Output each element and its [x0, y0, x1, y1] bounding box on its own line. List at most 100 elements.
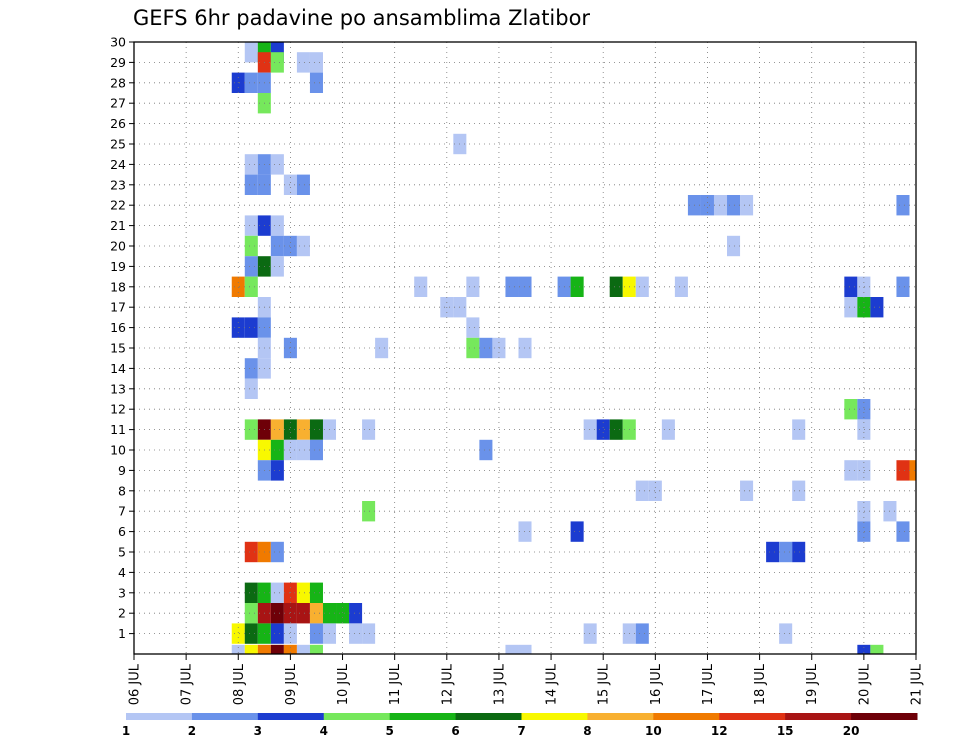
heatmap-cell	[635, 276, 649, 297]
heatmap-cell	[283, 644, 297, 654]
heatmap-cell	[466, 337, 480, 359]
x-tick-label: 17 JUL	[701, 663, 716, 705]
heatmap-cell	[857, 460, 871, 481]
y-tick-label: 12	[110, 402, 126, 417]
colorbar-label: 7	[517, 724, 525, 738]
y-tick-label: 13	[110, 381, 126, 396]
heatmap-cell	[635, 480, 649, 501]
heatmap-cell	[570, 276, 584, 297]
heatmap-cell	[700, 195, 714, 216]
colorbar-label: 15	[777, 724, 794, 738]
y-tick-label: 7	[118, 504, 126, 519]
heatmap-cell	[896, 460, 910, 481]
heatmap-cell	[244, 644, 258, 654]
heatmap-cell	[857, 521, 871, 542]
heatmap-cell	[661, 419, 675, 440]
heatmap-cell	[296, 174, 310, 195]
colorbar-label: 1	[122, 724, 130, 738]
heatmap-cell	[870, 644, 884, 654]
heatmap-cell	[857, 276, 871, 297]
heatmap-cell	[244, 154, 258, 175]
heatmap-cell	[779, 623, 793, 644]
heatmap-cell	[244, 276, 258, 297]
heatmap-cell	[244, 215, 258, 236]
y-tick-label: 1	[118, 626, 126, 641]
heatmap-cell	[244, 358, 258, 379]
heatmap-cell	[870, 297, 884, 318]
y-tick-label: 3	[118, 585, 126, 600]
colorbar-segment	[719, 713, 786, 720]
heatmap-cell	[635, 623, 649, 644]
heatmap-cell	[231, 644, 245, 654]
heatmap-cell	[857, 419, 871, 440]
heatmap-cell	[231, 623, 245, 644]
heatmap-cell	[283, 174, 297, 195]
heatmap-cell	[244, 72, 258, 93]
y-tick-label: 17	[110, 300, 126, 315]
x-tick-label: 19 JUL	[805, 663, 820, 705]
heatmap-cell	[896, 521, 910, 542]
heatmap-cell	[244, 235, 258, 257]
plot-grid	[134, 42, 916, 654]
heatmap-cell	[270, 154, 284, 175]
heatmap-cell	[244, 256, 258, 277]
heatmap-cell	[466, 317, 480, 338]
y-tick-label: 18	[110, 279, 126, 294]
heatmap-cell	[309, 52, 323, 73]
x-tick-label: 11 JUL	[388, 663, 403, 705]
heatmap-cell	[570, 521, 584, 542]
heatmap-cell	[244, 603, 258, 624]
heatmap-cell	[362, 419, 376, 440]
heatmap-cell	[505, 644, 519, 654]
y-tick-label: 14	[110, 361, 126, 376]
heatmap-cell	[270, 582, 284, 603]
heatmap-cell	[583, 419, 597, 440]
y-tick-label: 5	[118, 545, 126, 560]
heatmap-cell	[479, 337, 493, 359]
heatmap-cell	[713, 195, 728, 216]
chart-title: GEFS 6hr padavine po ansamblima Zlatibor	[133, 6, 591, 30]
heatmap-cell	[518, 644, 532, 654]
heatmap-cell	[296, 235, 310, 257]
heatmap-cell	[270, 603, 284, 624]
colorbar-label: 2	[188, 724, 196, 738]
heatmap-cell	[283, 623, 297, 644]
x-tick-label: 06 JUL	[128, 663, 143, 705]
heatmap-cell	[296, 603, 310, 624]
heatmap-cell	[792, 480, 806, 501]
colorbar: 1 2 3 4 5 6 7 8 10 12 15 20	[122, 713, 918, 738]
heatmap-cell	[270, 623, 284, 644]
y-tick-label: 23	[110, 177, 126, 192]
heatmap-cell	[857, 644, 871, 654]
y-tick-label: 24	[110, 157, 126, 172]
y-tick-label: 20	[110, 239, 126, 254]
heatmap-cell	[844, 297, 858, 318]
heatmap-cell	[466, 276, 480, 297]
colorbar-label: 3	[254, 724, 262, 738]
heatmap-cell	[727, 235, 741, 257]
y-tick-label: 29	[110, 55, 126, 70]
y-tick-label: 16	[110, 320, 126, 335]
heatmap-cell	[583, 623, 597, 644]
heatmap-cell	[244, 174, 258, 195]
colorbar-label: 5	[385, 724, 393, 738]
y-tick-label: 27	[110, 96, 126, 111]
x-tick-label: 21 JUL	[910, 663, 925, 705]
y-tick-label: 4	[118, 565, 126, 580]
heatmap-cell	[231, 276, 245, 297]
heatmap-cell	[362, 623, 376, 644]
heatmap-cell	[309, 419, 323, 440]
heatmap-cell	[283, 439, 297, 461]
colorbar-segment	[191, 713, 259, 720]
colorbar-segment	[587, 713, 654, 720]
heatmap-cell	[349, 603, 363, 624]
colorbar-segment	[389, 713, 457, 720]
heatmap-cell	[296, 644, 310, 654]
colorbar-segment	[851, 713, 918, 720]
heatmap-cell	[479, 439, 493, 461]
heatmap-cell	[296, 439, 310, 461]
heatmap-cell	[779, 541, 793, 563]
heatmap-cell	[270, 419, 284, 440]
x-tick-label: 13 JUL	[492, 663, 507, 705]
